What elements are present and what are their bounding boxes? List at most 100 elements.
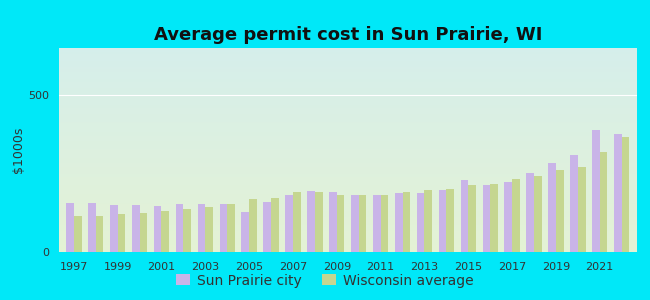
- Bar: [58, 89, 637, 90]
- Bar: [58, 71, 637, 73]
- Bar: [58, 130, 637, 132]
- Bar: [58, 241, 637, 242]
- Bar: [58, 106, 637, 107]
- Bar: [58, 212, 637, 213]
- Bar: [58, 182, 637, 183]
- Bar: [58, 136, 637, 137]
- Bar: [58, 112, 637, 113]
- Bar: [58, 52, 637, 53]
- Bar: [58, 186, 637, 187]
- Bar: [118, 214, 125, 252]
- Bar: [58, 84, 637, 85]
- Bar: [58, 128, 637, 129]
- Bar: [74, 216, 81, 252]
- Bar: [58, 207, 637, 208]
- Bar: [58, 127, 637, 128]
- Bar: [58, 133, 637, 134]
- Bar: [58, 200, 637, 201]
- Bar: [58, 220, 637, 221]
- Bar: [58, 139, 637, 140]
- Bar: [58, 195, 637, 196]
- Bar: [58, 81, 637, 82]
- Bar: [58, 204, 637, 205]
- Bar: [58, 48, 637, 49]
- Bar: [58, 211, 637, 212]
- Bar: [526, 172, 534, 252]
- Bar: [58, 251, 637, 252]
- Bar: [58, 120, 637, 122]
- Bar: [58, 185, 637, 186]
- Bar: [58, 113, 637, 114]
- Bar: [58, 209, 637, 210]
- Bar: [58, 144, 637, 145]
- Bar: [58, 91, 637, 92]
- Bar: [578, 167, 586, 252]
- Bar: [58, 160, 637, 161]
- Bar: [241, 212, 249, 252]
- Bar: [58, 129, 637, 130]
- Bar: [58, 74, 637, 76]
- Bar: [592, 130, 600, 252]
- Bar: [482, 185, 490, 252]
- Bar: [58, 227, 637, 229]
- Bar: [58, 197, 637, 198]
- Bar: [402, 192, 410, 252]
- Bar: [512, 179, 520, 252]
- Bar: [58, 137, 637, 138]
- Bar: [58, 73, 637, 74]
- Bar: [58, 198, 637, 199]
- Bar: [58, 214, 637, 215]
- Bar: [58, 187, 637, 188]
- Bar: [58, 94, 637, 95]
- Bar: [58, 64, 637, 65]
- Bar: [58, 95, 637, 96]
- Bar: [58, 221, 637, 222]
- Bar: [58, 49, 637, 50]
- Bar: [58, 216, 637, 217]
- Bar: [58, 101, 637, 102]
- Bar: [58, 154, 637, 155]
- Bar: [58, 210, 637, 211]
- Bar: [58, 96, 637, 97]
- Bar: [58, 237, 637, 238]
- Bar: [58, 55, 637, 56]
- Bar: [58, 138, 637, 139]
- Bar: [58, 208, 637, 209]
- Bar: [58, 226, 637, 227]
- Bar: [621, 136, 629, 252]
- Bar: [58, 109, 637, 110]
- Bar: [58, 244, 637, 245]
- Bar: [58, 171, 637, 172]
- Bar: [140, 213, 148, 252]
- Bar: [58, 243, 637, 244]
- Bar: [58, 194, 637, 195]
- Legend: Sun Prairie city, Wisconsin average: Sun Prairie city, Wisconsin average: [170, 268, 480, 293]
- Bar: [58, 51, 637, 52]
- Bar: [461, 180, 468, 252]
- Bar: [154, 206, 161, 252]
- Bar: [58, 188, 637, 189]
- Bar: [58, 181, 637, 182]
- Bar: [58, 232, 637, 234]
- Bar: [227, 204, 235, 252]
- Bar: [58, 162, 637, 163]
- Bar: [58, 117, 637, 119]
- Bar: [58, 153, 637, 154]
- Bar: [58, 183, 637, 184]
- Bar: [58, 90, 637, 91]
- Bar: [58, 178, 637, 180]
- Bar: [600, 152, 607, 252]
- Bar: [132, 205, 140, 252]
- Bar: [490, 184, 498, 252]
- Bar: [58, 245, 637, 246]
- Bar: [58, 165, 637, 166]
- Bar: [307, 191, 315, 252]
- Bar: [58, 110, 637, 111]
- Bar: [58, 93, 637, 94]
- Bar: [58, 87, 637, 88]
- Bar: [58, 201, 637, 202]
- Bar: [58, 78, 637, 79]
- Bar: [58, 240, 637, 241]
- Bar: [58, 247, 637, 248]
- Bar: [58, 54, 637, 55]
